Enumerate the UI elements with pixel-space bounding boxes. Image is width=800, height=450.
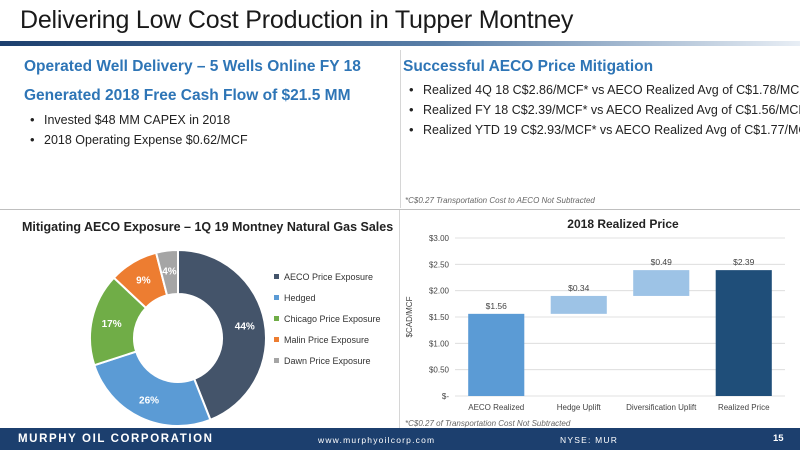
- donut-slice-aeco-price-exposure: [177, 248, 267, 422]
- legend-item-chicago-price-exposure: Chicago Price Exposure: [274, 314, 381, 335]
- donut-data-label: 26%: [139, 396, 159, 407]
- y-tick-label: $0.50: [429, 366, 450, 375]
- donut-data-label: 44%: [235, 321, 255, 332]
- panel-divider-vertical: [400, 50, 401, 208]
- x-tick-label: Realized Price: [718, 403, 770, 412]
- y-tick-label: $2.50: [429, 260, 450, 269]
- legend-swatch: [274, 274, 279, 279]
- aeco-mitigation-heading: Successful AECO Price Mitigation: [403, 58, 654, 75]
- legend-item-hedged: Hedged: [274, 293, 381, 314]
- list-item: Realized YTD 19 C$2.93/MCF* vs AECO Real…: [409, 120, 800, 140]
- bar-data-label: $0.34: [568, 283, 590, 293]
- capex-opex-list: Invested $48 MM CAPEX in 2018 2018 Opera…: [30, 110, 248, 150]
- realized-price-list: Realized 4Q 18 C$2.86/MCF* vs AECO Reali…: [409, 80, 800, 140]
- list-item: Invested $48 MM CAPEX in 2018: [30, 110, 248, 130]
- list-item: 2018 Operating Expense $0.62/MCF: [30, 130, 248, 150]
- stock-ticker: NYSE: MUR: [560, 435, 619, 445]
- donut-data-label: 17%: [102, 319, 122, 330]
- bar-chart-title: 2018 Realized Price: [567, 217, 679, 231]
- bar-aeco-realized: [468, 313, 525, 396]
- legend-item-malin-price-exposure: Malin Price Exposure: [274, 335, 381, 356]
- donut-slice-hedged: [93, 350, 212, 427]
- y-axis-label: $CAD/MCF: [405, 296, 414, 337]
- bar-hedge-uplift: [550, 295, 607, 314]
- legend-item-aeco-price-exposure: AECO Price Exposure: [274, 272, 381, 293]
- legend-label: AECO Price Exposure: [284, 272, 374, 282]
- y-tick-label: $3.00: [429, 234, 450, 243]
- chart-divider-vertical: [399, 210, 400, 428]
- panel-divider-horizontal: [0, 209, 800, 210]
- title-underline: [0, 41, 800, 46]
- aeco-exposure-donut-chart: 44% 26% 17% 9% 4%: [89, 248, 267, 427]
- donut-chart-title: Mitigating AECO Exposure – 1Q 19 Montney…: [22, 220, 394, 234]
- bar-data-label: $1.56: [486, 301, 508, 311]
- legend-label: Hedged: [284, 293, 316, 303]
- legend-swatch: [274, 337, 279, 342]
- bar-data-label: $0.49: [651, 257, 673, 267]
- legend-label: Malin Price Exposure: [284, 335, 370, 345]
- y-tick-label: $1.00: [429, 339, 450, 348]
- bar-chart-footnote: *C$0.27 of Transportation Cost Not Subtr…: [405, 419, 571, 428]
- page-number: 15: [773, 433, 784, 444]
- y-tick-label: $2.00: [429, 287, 450, 296]
- y-tick-label: $-: [442, 392, 449, 401]
- x-tick-label: Hedge Uplift: [557, 403, 602, 412]
- slide-title: Delivering Low Cost Production in Tupper…: [20, 6, 574, 34]
- aeco-mitigation-panel: Successful AECO Price Mitigation Realize…: [403, 50, 800, 208]
- y-tick-label: $1.50: [429, 313, 450, 322]
- legend-label: Chicago Price Exposure: [284, 314, 381, 324]
- well-delivery-heading: Operated Well Delivery – 5 Wells Online …: [24, 58, 361, 75]
- company-website: www.murphyoilcorp.com: [318, 435, 436, 445]
- donut-slice-dawn-price-exposure: [154, 248, 179, 297]
- legend-swatch: [274, 295, 279, 300]
- bar-diversification-uplift: [633, 270, 690, 296]
- footer-bar: MURPHY OIL CORPORATION www.murphyoilcorp…: [0, 428, 800, 450]
- transport-cost-footnote: *C$0.27 Transportation Cost to AECO Not …: [405, 196, 595, 205]
- x-tick-label: AECO Realized: [468, 403, 524, 412]
- x-tick-label: Diversification Uplift: [626, 403, 697, 412]
- well-delivery-panel: Operated Well Delivery – 5 Wells Online …: [0, 50, 398, 208]
- donut-data-label: 9%: [136, 275, 151, 286]
- list-item: Realized 4Q 18 C$2.86/MCF* vs AECO Reali…: [409, 80, 800, 100]
- donut-data-label: 4%: [162, 267, 177, 278]
- legend-swatch: [274, 358, 279, 363]
- bar-data-label: $2.39: [733, 257, 755, 267]
- free-cash-flow-heading: Generated 2018 Free Cash Flow of $21.5 M…: [24, 87, 351, 104]
- realized-price-waterfall-chart: 2018 Realized Price $- $0.50 $1.00 $1.50 $2.0…: [405, 217, 785, 412]
- legend-label: Dawn Price Exposure: [284, 356, 371, 366]
- legend-item-dawn-price-exposure: Dawn Price Exposure: [274, 356, 381, 377]
- bar-realized-price: [715, 270, 772, 396]
- company-name: MURPHY OIL CORPORATION: [18, 433, 214, 445]
- donut-legend: AECO Price Exposure Hedged Chicago Price E…: [274, 272, 381, 377]
- legend-swatch: [274, 316, 279, 321]
- list-item: Realized FY 18 C$2.39/MCF* vs AECO Reali…: [409, 100, 800, 120]
